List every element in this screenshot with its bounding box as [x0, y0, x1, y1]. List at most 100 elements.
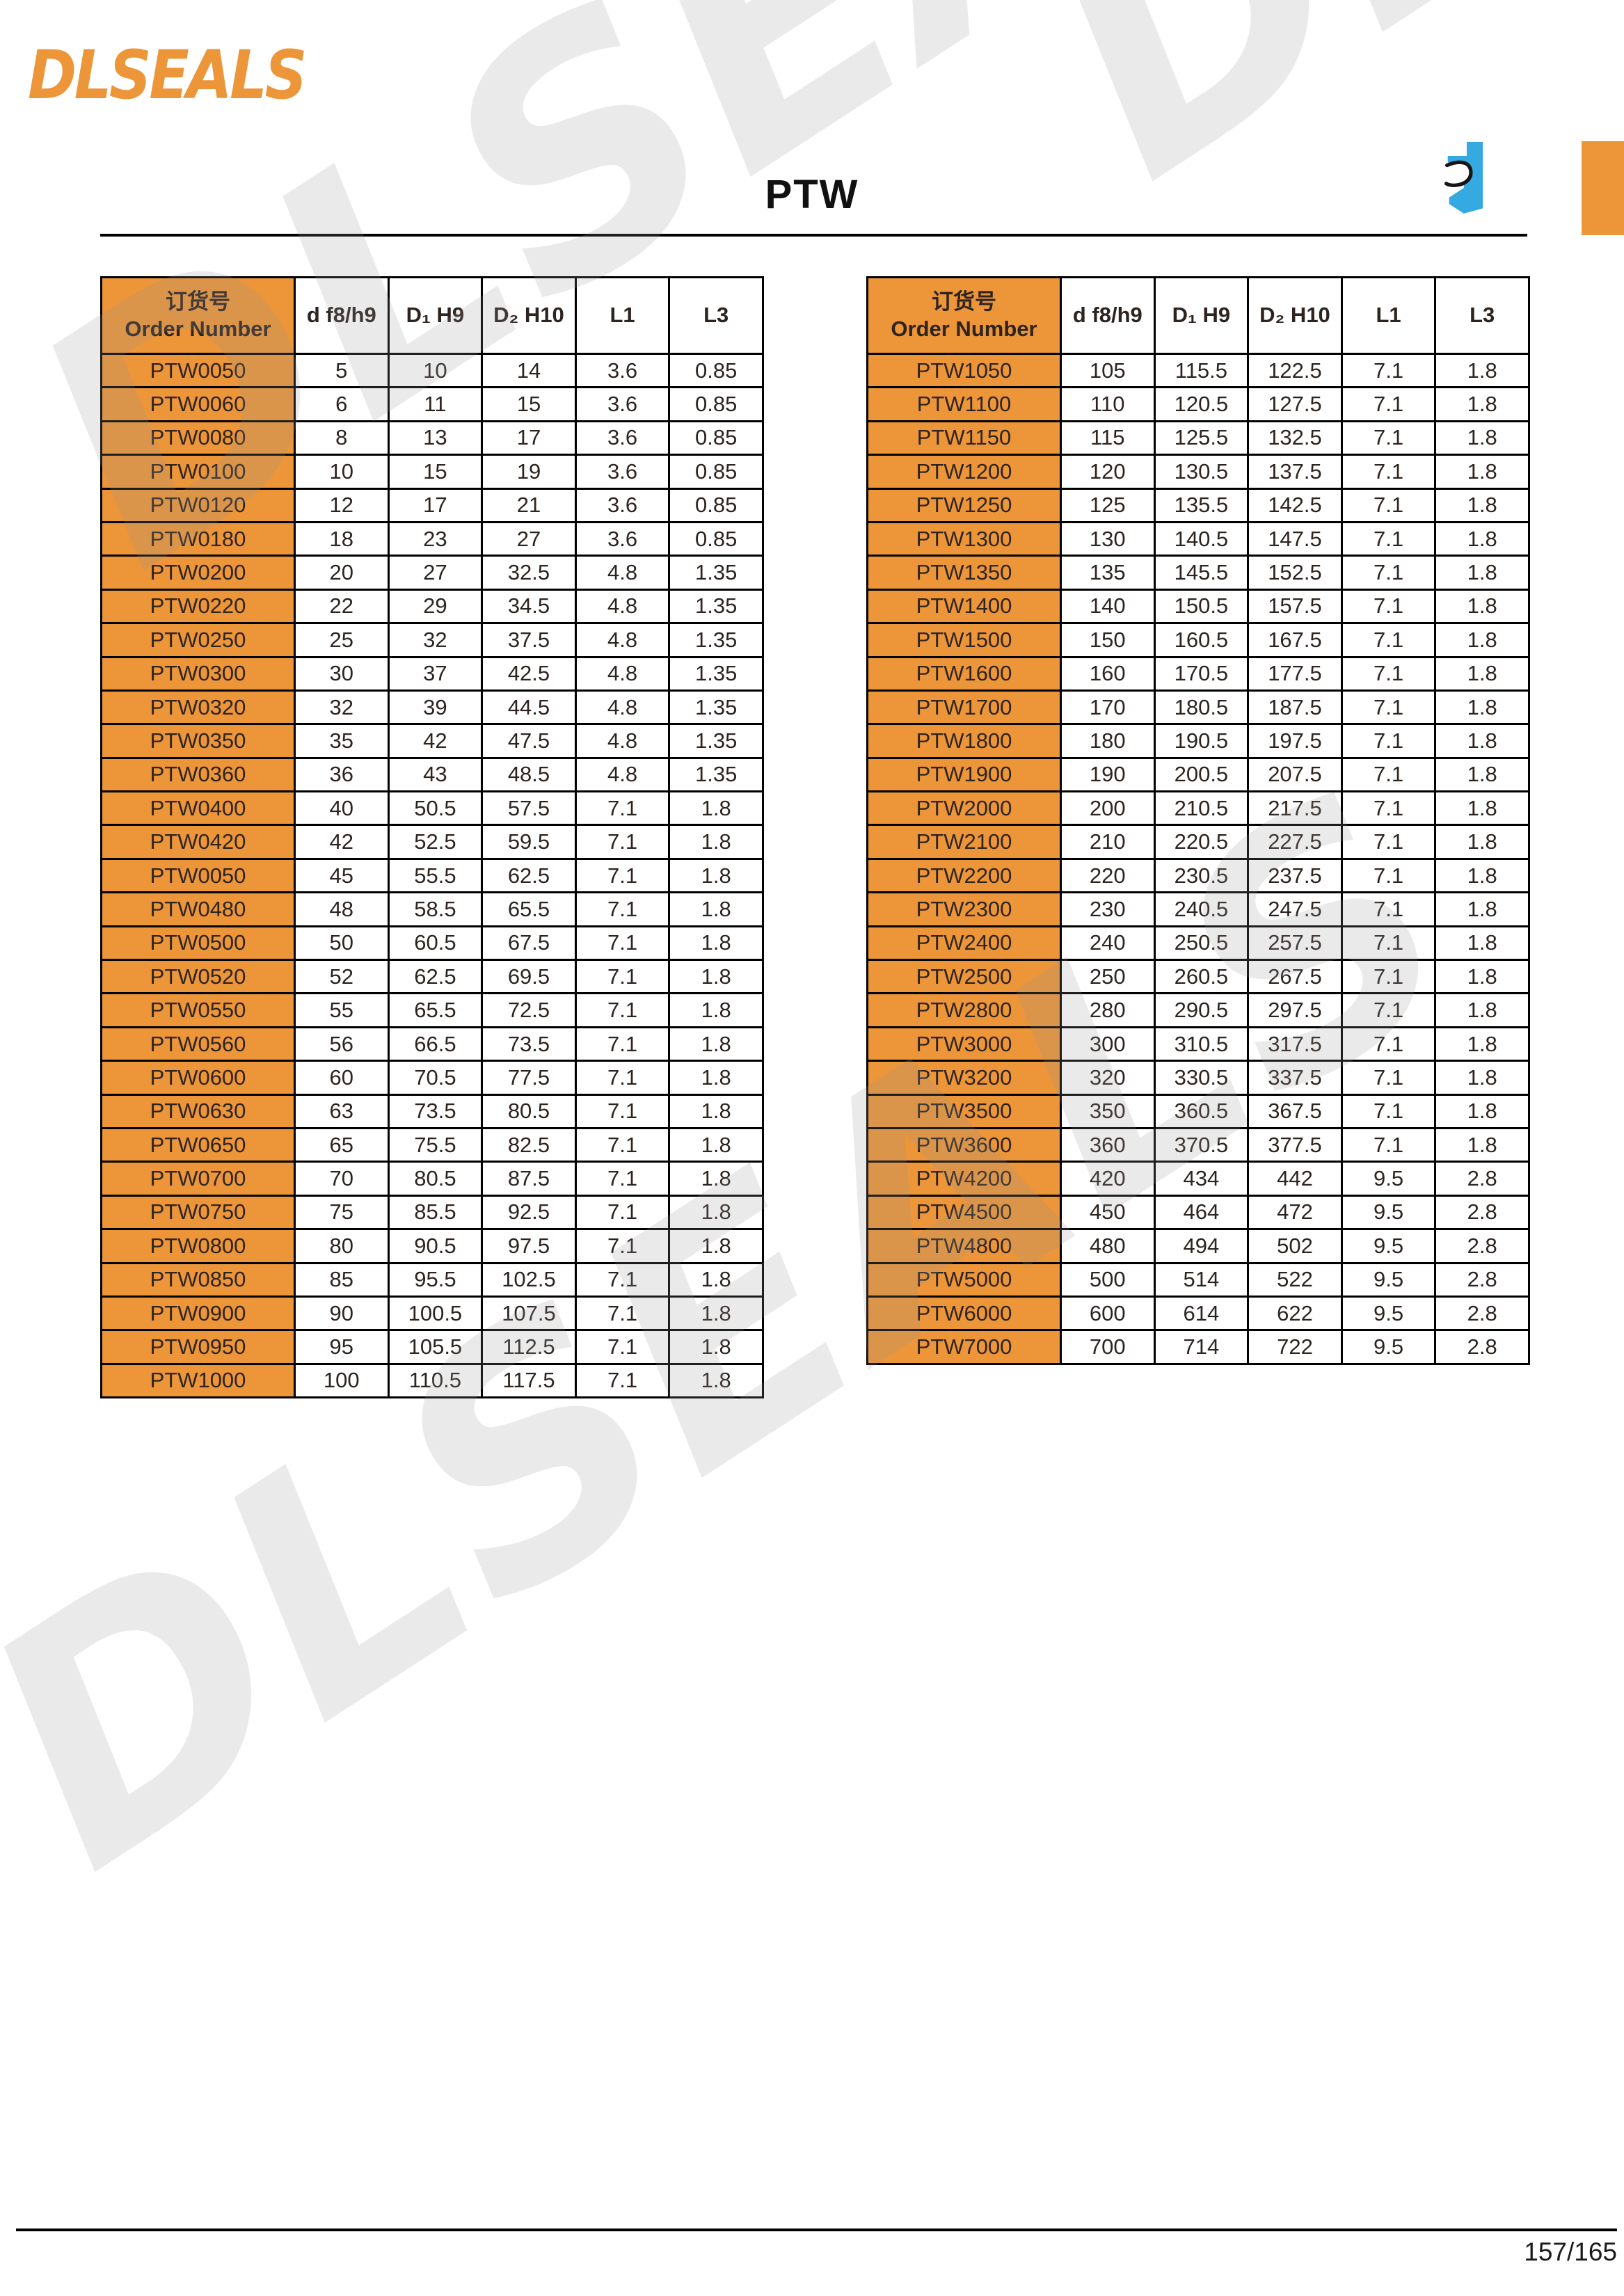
dimension-cell: 142.5: [1247, 487, 1343, 523]
dimension-cell: 317.5: [1247, 1026, 1343, 1062]
table-row: PTW2300 230 240.5 247.5 7.1 1.8: [866, 891, 1530, 927]
dimension-cell: 2.8: [1434, 1261, 1530, 1298]
dimension-cell: 1.8: [668, 857, 764, 894]
table-row: PTW1700 170 180.5 187.5 7.1 1.8: [866, 689, 1530, 726]
dimension-cell: 1.8: [1434, 555, 1530, 591]
table-row: PTW1900 190 200.5 207.5 7.1 1.8: [866, 756, 1530, 793]
dimension-cell: 69.5: [481, 959, 577, 995]
dimension-cell: 1.8: [668, 1161, 764, 1197]
dimension-cell: 75: [294, 1194, 390, 1231]
dimension-cell: 472: [1247, 1194, 1343, 1231]
dimension-cell: 73.5: [387, 1093, 484, 1129]
dimension-cell: 105: [1060, 352, 1156, 389]
dimension-cell: 714: [1153, 1329, 1250, 1365]
dimension-cell: 100: [294, 1362, 390, 1399]
dimension-cell: 4.8: [574, 655, 671, 692]
dimension-cell: 65: [294, 1126, 390, 1163]
order-number-header: 订货号 Order Number: [100, 276, 296, 355]
dimension-cell: 77.5: [481, 1060, 577, 1096]
table-row: PTW0360 36 43 48.5 4.8 1.35: [100, 756, 764, 793]
dimension-cell: 1.8: [1434, 1026, 1530, 1062]
dimension-cell: 1.8: [1434, 655, 1530, 692]
dimension-cell: 7.1: [1340, 790, 1437, 827]
table-row: PTW1800 180 190.5 197.5 7.1 1.8: [866, 723, 1530, 759]
dimension-cell: 56: [294, 1026, 390, 1062]
order-number-cell: PTW0520: [100, 959, 296, 995]
table-row: PTW0180 18 23 27 3.6 0.85: [100, 520, 764, 557]
dimension-cell: 52.5: [387, 824, 484, 860]
dimension-cell: 700: [1060, 1329, 1156, 1365]
dimension-cell: 7.1: [1340, 891, 1437, 927]
dimension-cell: 15: [387, 454, 484, 490]
order-number-cell: PTW0550: [100, 992, 296, 1028]
order-number-cell: PTW4200: [866, 1161, 1062, 1197]
order-number-cell: PTW4500: [866, 1194, 1062, 1231]
dimension-cell: 37: [387, 655, 484, 692]
dimension-cell: 1.8: [1434, 959, 1530, 995]
dimension-cell: 140.5: [1153, 520, 1250, 557]
dimension-cell: 1.8: [1434, 723, 1530, 759]
col-header-d2: D₂ H10: [1247, 276, 1343, 355]
table-header-row: 订货号 Order Number d f8/h9 D₁ H9 D₂ H10 L1…: [866, 276, 1530, 355]
col-header-l1: L1: [574, 276, 671, 355]
dimension-cell: 1.8: [1434, 790, 1530, 827]
table-row: PTW0320 32 39 44.5 4.8 1.35: [100, 689, 764, 726]
table-row: PTW0350 35 42 47.5 4.8 1.35: [100, 723, 764, 759]
table-row: PTW0600 60 70.5 77.5 7.1 1.8: [100, 1060, 764, 1096]
dimension-cell: 117.5: [481, 1362, 577, 1399]
seal-profile-icon: [1444, 142, 1483, 214]
dimension-cell: 247.5: [1247, 891, 1343, 927]
dimension-cell: 297.5: [1247, 992, 1343, 1028]
order-number-cell: PTW2800: [866, 992, 1062, 1028]
dimension-cell: 1.8: [1434, 420, 1530, 456]
dimension-cell: 13: [387, 420, 484, 456]
order-number-cell: PTW0480: [100, 891, 296, 927]
dimension-cell: 3.6: [574, 454, 671, 490]
dimension-cell: 210.5: [1153, 790, 1250, 827]
dimension-cell: 130.5: [1153, 454, 1250, 490]
dimension-cell: 8: [294, 420, 390, 456]
dimension-cell: 0.85: [668, 386, 764, 422]
table-row: PTW0120 12 17 21 3.6 0.85: [100, 487, 764, 523]
dimension-cell: 21: [481, 487, 577, 523]
table-row: PTW0950 95 105.5 112.5 7.1 1.8: [100, 1329, 764, 1365]
dimension-cell: 280: [1060, 992, 1156, 1028]
dimension-cell: 622: [1247, 1295, 1343, 1332]
dimension-cell: 132.5: [1247, 420, 1343, 456]
dimension-cell: 7.1: [1340, 1093, 1437, 1129]
dimension-cell: 120: [1060, 454, 1156, 490]
dimension-cell: 100.5: [387, 1295, 484, 1332]
table-header-row: 订货号 Order Number d f8/h9 D₁ H9 D₂ H10 L1…: [100, 276, 764, 355]
order-number-cell: PTW0050: [100, 857, 296, 894]
page-number: 157/165: [1524, 2238, 1617, 2266]
left-table-body: PTW0050 5 10 14 3.6 0.85 PTW0060 6 11 15 3.6 0.85 PT…: [100, 352, 764, 1399]
dimension-cell: 240: [1060, 925, 1156, 962]
dimension-cell: 7.1: [1340, 386, 1437, 422]
dimension-cell: 217.5: [1247, 790, 1343, 827]
dimension-cell: 7.1: [1340, 352, 1437, 389]
dimension-cell: 135: [1060, 555, 1156, 591]
dimension-cell: 227.5: [1247, 824, 1343, 860]
page-edge-accent-bar: [1582, 141, 1624, 235]
order-number-cell: PTW5000: [866, 1261, 1062, 1298]
dimension-cell: 1.35: [668, 723, 764, 759]
order-number-cell: PTW1600: [866, 655, 1062, 692]
order-number-cell: PTW3600: [866, 1126, 1062, 1163]
table-row: PTW1350 135 145.5 152.5 7.1 1.8: [866, 555, 1530, 591]
dimension-cell: 75.5: [387, 1126, 484, 1163]
table-row: PTW0480 48 58.5 65.5 7.1 1.8: [100, 891, 764, 927]
dimension-cell: 1.8: [1434, 689, 1530, 726]
dimension-cell: 1.8: [668, 1295, 764, 1332]
dimension-cell: 7.1: [574, 1093, 671, 1129]
dimension-cell: 614: [1153, 1295, 1250, 1332]
dimension-cell: 4.8: [574, 555, 671, 591]
dimension-cell: 55: [294, 992, 390, 1028]
dimension-cell: 9.5: [1340, 1228, 1437, 1264]
dimension-cell: 170: [1060, 689, 1156, 726]
order-number-cell: PTW1200: [866, 454, 1062, 490]
dimension-cell: 250: [1060, 959, 1156, 995]
dimension-cell: 1.8: [1434, 857, 1530, 894]
dimension-cell: 180.5: [1153, 689, 1250, 726]
table-row: PTW3200 320 330.5 337.5 7.1 1.8: [866, 1060, 1530, 1096]
dimension-cell: 4.8: [574, 689, 671, 726]
